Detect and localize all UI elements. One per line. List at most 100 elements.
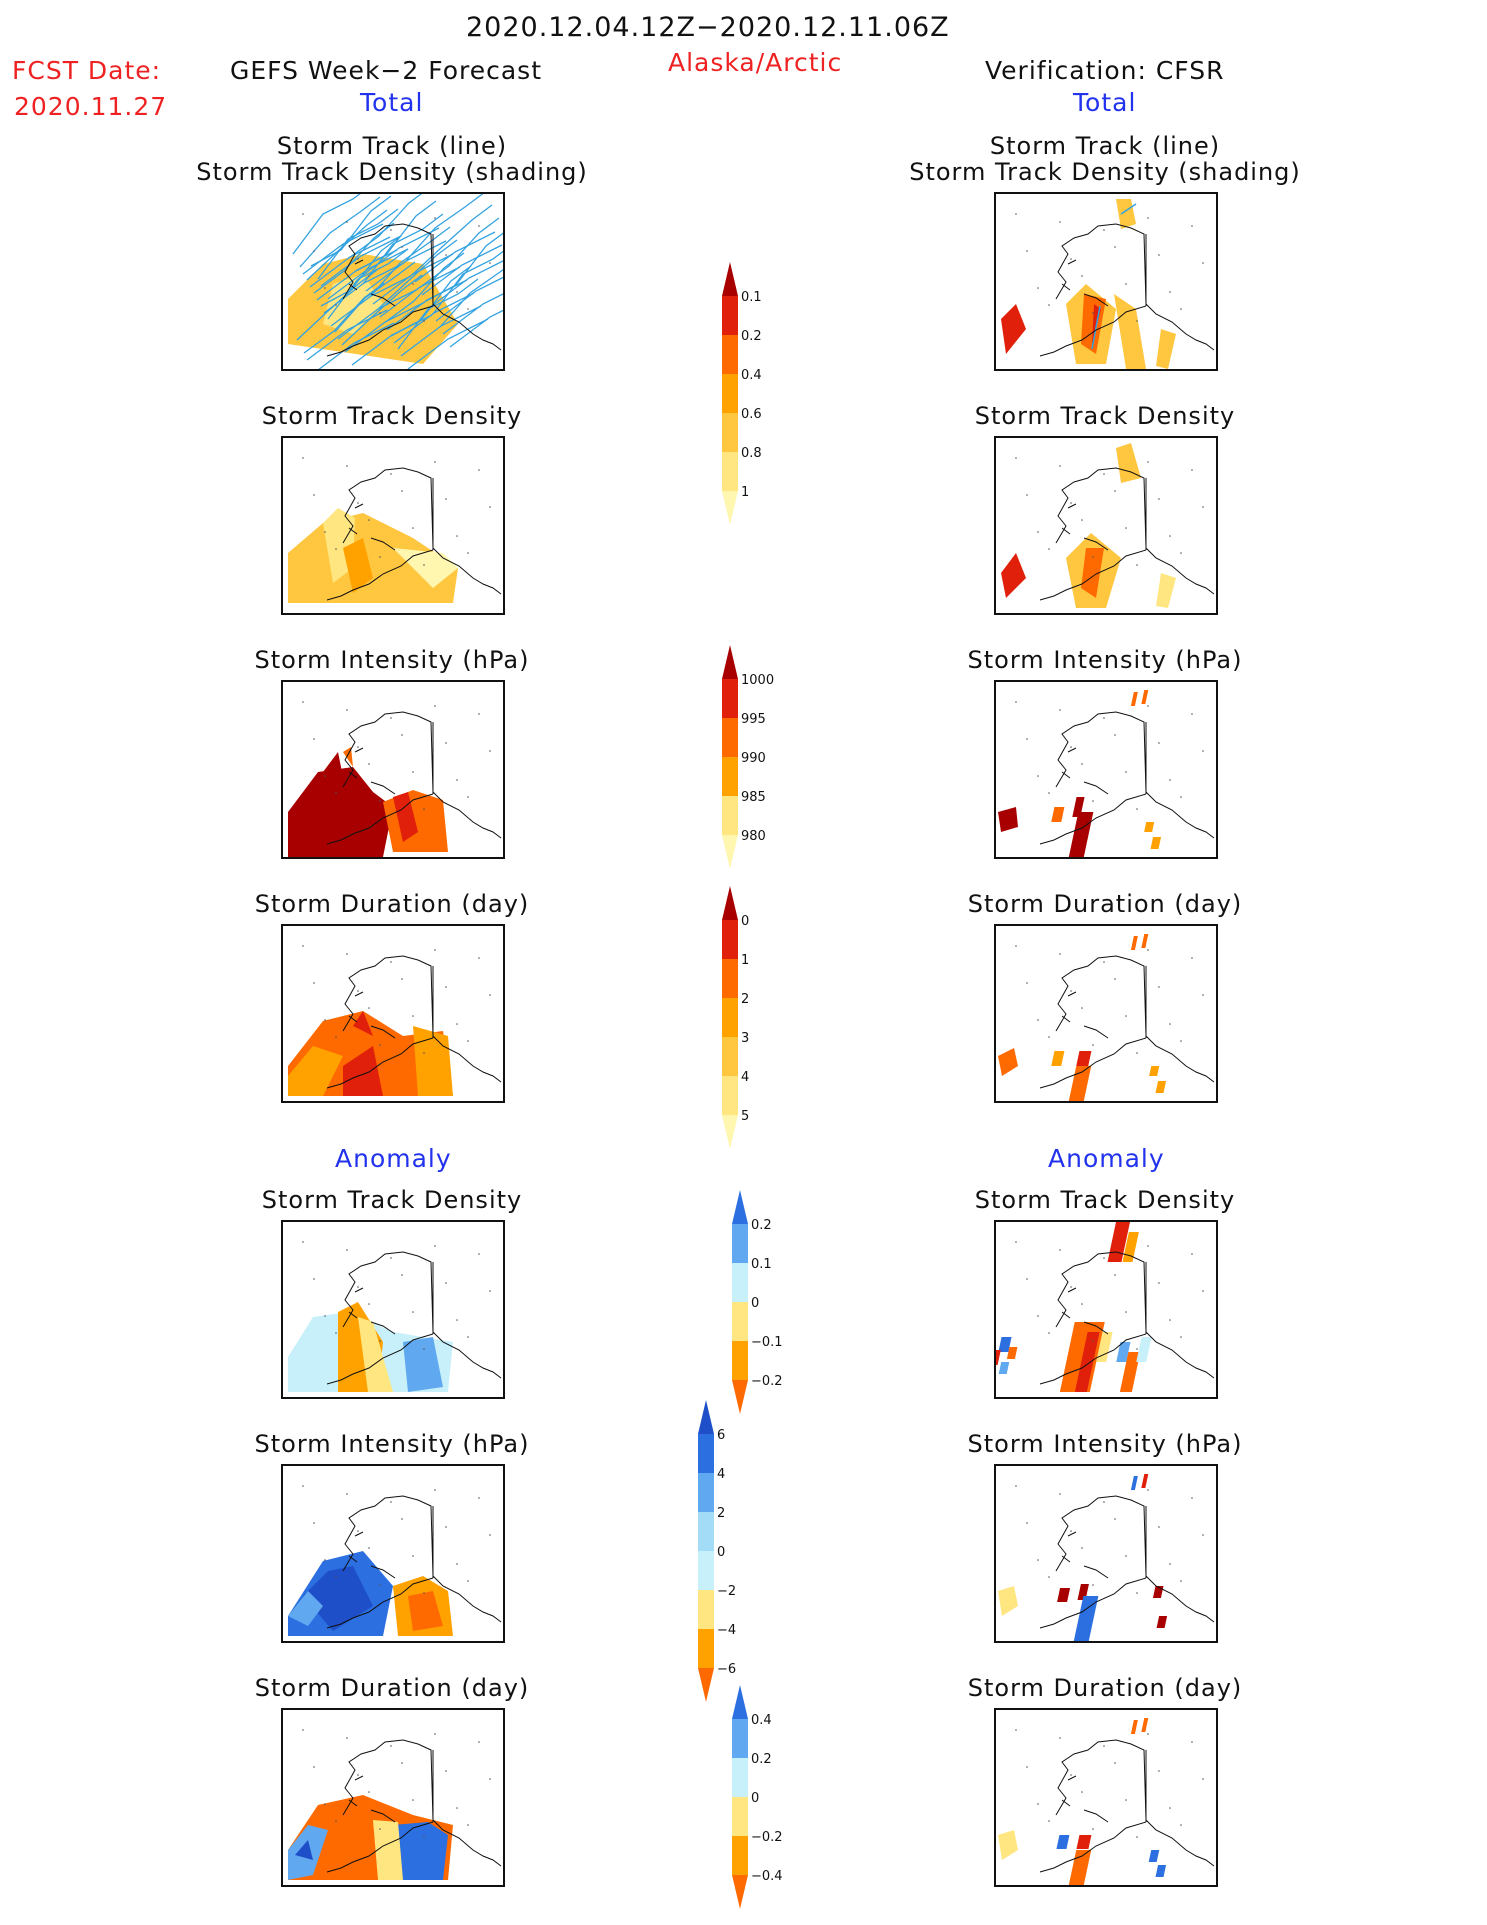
colorbar-tick-label: 0.8 xyxy=(741,446,762,461)
track-line xyxy=(310,195,392,267)
left-duration-map xyxy=(281,924,505,1103)
colorbar-tick-label: 0 xyxy=(717,1545,725,1560)
duration-fill xyxy=(998,1048,1018,1076)
duration-fill xyxy=(343,1046,383,1096)
right-anom-intensity-title: Storm Intensity (hPa) xyxy=(967,1430,1243,1458)
aleutian-line xyxy=(326,305,434,357)
graticule-dots xyxy=(302,1729,491,1838)
colorbar-swatch xyxy=(732,1302,748,1341)
colorbar-swatch xyxy=(722,1076,738,1115)
anom-cell xyxy=(1057,1588,1071,1602)
duration-cell xyxy=(1068,1066,1092,1101)
alaska-outline xyxy=(1055,1739,1215,1867)
aleutian-line xyxy=(326,793,434,845)
colorbar-tick-label: 2 xyxy=(741,992,749,1007)
colorbar-end-bottom xyxy=(698,1668,714,1702)
anom-cell xyxy=(1130,1720,1138,1734)
density-shading xyxy=(1156,329,1176,369)
coastline xyxy=(1039,467,1215,601)
graticule-dots xyxy=(1015,1241,1204,1350)
alaska-outline xyxy=(1055,1251,1215,1379)
left-anom-duration-map xyxy=(281,1708,505,1887)
right-duration-map xyxy=(994,924,1218,1103)
coastline xyxy=(326,1251,502,1385)
colorbar-anom-duration: 0.4 0.2 0 −0.2 −0.4 xyxy=(732,1685,802,1913)
track-line xyxy=(318,322,395,369)
colorbar-swatch xyxy=(698,1473,714,1512)
colorbar-swatch xyxy=(732,1263,748,1302)
colorbar-tick-label: −2 xyxy=(717,1584,736,1599)
anomaly-left-label: Anomaly xyxy=(335,1144,452,1173)
aleutian-line xyxy=(1039,793,1147,845)
alaska-outline xyxy=(1055,955,1215,1083)
intensity-cell xyxy=(1141,690,1149,704)
duration-fill xyxy=(288,1046,343,1096)
colorbar-anom-density: 0.2 0.1 0 −0.1 −0.2 xyxy=(732,1190,802,1418)
density-fill xyxy=(1081,548,1104,598)
track-line xyxy=(421,244,503,296)
track-line xyxy=(317,208,399,280)
duration-cell xyxy=(1130,936,1138,950)
colorbar-swatch xyxy=(698,1590,714,1629)
track-line xyxy=(376,239,458,311)
colorbar-swatch xyxy=(722,796,738,835)
aleutian-line xyxy=(326,549,434,601)
colorbar-tick-label: 0.2 xyxy=(741,329,762,344)
anomaly-right-label: Anomaly xyxy=(1048,1144,1165,1173)
coastline xyxy=(326,1739,502,1873)
colorbar-tick-label: 5 xyxy=(741,1109,749,1124)
colorbar-tick-label: 0.4 xyxy=(751,1713,772,1728)
colorbar-swatch xyxy=(722,374,738,413)
fcst-date-value: 2020.11.27 xyxy=(14,92,168,121)
track-line xyxy=(306,209,388,281)
track-line xyxy=(296,269,378,341)
density-shading xyxy=(1114,294,1146,369)
total-left-label: Total xyxy=(360,88,424,117)
coast-detail xyxy=(1061,503,1109,551)
colorbar-tick-label: 1000 xyxy=(741,673,774,688)
colorbar-tick-label: 990 xyxy=(741,751,766,766)
track-line xyxy=(442,293,503,335)
anom-fill xyxy=(288,1591,323,1626)
anom-cell xyxy=(1141,1474,1149,1488)
alaska-outline xyxy=(342,223,502,351)
alaska-outline xyxy=(342,711,502,839)
aleutian-line xyxy=(326,1037,434,1089)
colorbar-end-top xyxy=(732,1685,748,1719)
colorbar-swatch xyxy=(722,413,738,452)
intensity-fill xyxy=(393,792,418,842)
aleutian-line xyxy=(1039,1037,1147,1089)
coastline xyxy=(1039,711,1215,845)
colorbar-tick-label: 0.4 xyxy=(741,368,762,383)
track-line xyxy=(411,204,493,276)
colorbar-tick-label: 0 xyxy=(741,914,749,929)
colorbar-tick-label: 0.2 xyxy=(751,1752,772,1767)
alaska-outline xyxy=(342,467,502,595)
duration-cell xyxy=(1141,934,1149,948)
anom-fill xyxy=(295,1840,313,1860)
coastline xyxy=(326,711,502,845)
coastline xyxy=(1039,1495,1215,1629)
colorbar-end-bottom xyxy=(722,835,738,869)
left-anom-intensity-map xyxy=(281,1464,505,1643)
colorbar-tick-label: 0 xyxy=(751,1296,759,1311)
colorbar-tick-label: 4 xyxy=(717,1467,725,1482)
aleutian-line xyxy=(1039,1333,1147,1385)
total-right-label: Total xyxy=(1073,88,1137,117)
aleutian-line xyxy=(326,1821,434,1873)
left-track-line-title: Storm Track (line) xyxy=(276,132,508,160)
anom-cell xyxy=(1076,1835,1092,1849)
aleutian-line xyxy=(326,1333,434,1385)
track-line xyxy=(435,276,503,322)
colorbar-swatch xyxy=(698,1629,714,1668)
left-duration-title: Storm Duration (day) xyxy=(254,890,530,918)
anom-cell xyxy=(1152,1586,1164,1598)
colorbar-swatch xyxy=(722,998,738,1037)
alaska-outline xyxy=(1055,1495,1215,1623)
aleutian-line xyxy=(1039,549,1147,601)
colorbar-swatch xyxy=(732,1758,748,1797)
alaska-outline xyxy=(1055,467,1215,595)
alaska-outline xyxy=(1055,223,1215,351)
graticule-dots xyxy=(1015,457,1204,566)
anom-fill xyxy=(393,1822,448,1880)
